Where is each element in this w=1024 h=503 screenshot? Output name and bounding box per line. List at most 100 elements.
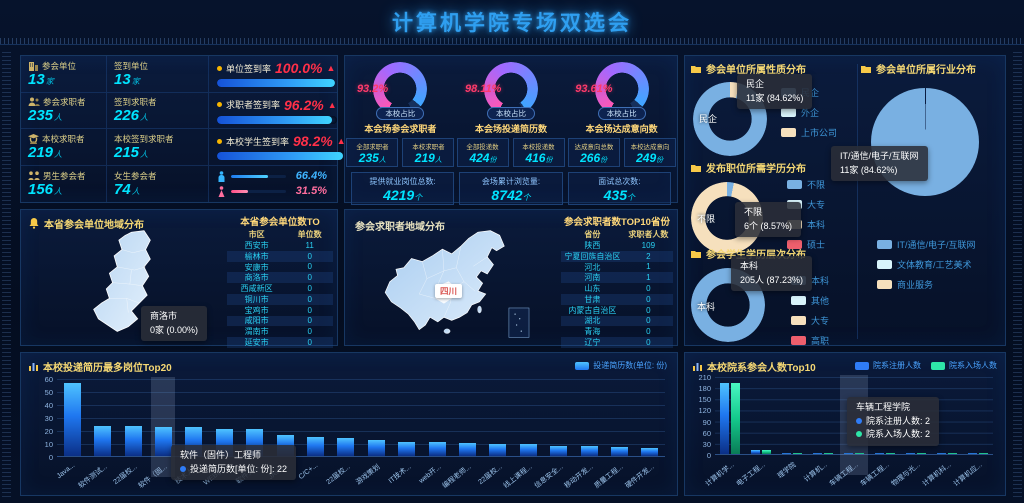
bar[interactable] <box>580 445 598 456</box>
bar-entered[interactable] <box>793 452 803 454</box>
slice-label: 民企 <box>699 114 718 124</box>
table-title: 参会求职者数TOP10省份 <box>564 217 670 228</box>
table-row: 辽宁 0 <box>561 337 673 348</box>
bar-registered[interactable] <box>905 453 915 454</box>
legend-swatch <box>787 180 802 189</box>
bar-registered[interactable] <box>844 453 853 454</box>
bar-entered[interactable] <box>978 453 988 454</box>
tooltip-text: 投递简历数[单位: 份]: 22 <box>190 463 288 474</box>
legend-label: 商业服务 <box>897 280 934 290</box>
bar[interactable] <box>154 427 172 456</box>
substat-label: 全部投递数 <box>466 143 500 151</box>
bar[interactable] <box>398 441 416 456</box>
bar[interactable] <box>94 426 112 456</box>
legend-item[interactable]: 商业服务 <box>877 278 976 291</box>
bar-registered[interactable] <box>936 453 946 454</box>
bar[interactable] <box>641 448 659 456</box>
stat-value: 219人 <box>28 143 63 161</box>
stat-label-row: 女生参会者 <box>114 170 208 182</box>
tooltip-value: 11家 (84.62%) <box>746 92 804 103</box>
stat-label-row: 签到求职者 <box>114 96 208 108</box>
col-header: 省份 <box>584 229 601 239</box>
panel-title-text: 本校投递简历最多岗位Top20 <box>43 363 172 374</box>
y-axis-tick: 60 <box>702 428 711 438</box>
shaanxi-map[interactable] <box>73 226 193 344</box>
cell-value: 11 <box>305 240 314 250</box>
legend-item[interactable]: 院系注册人数 <box>855 360 921 371</box>
bar-registered[interactable] <box>874 453 884 454</box>
stat-cell: 参会求职者 235人 <box>21 92 107 128</box>
table-header: 省份 求职者人数 <box>561 228 673 240</box>
legend-item[interactable]: 外企 <box>781 106 837 119</box>
male-icon <box>217 170 226 182</box>
gender-track <box>231 189 286 193</box>
divider <box>857 64 858 339</box>
legend-item[interactable]: 硕士 <box>787 238 825 251</box>
gauge-group: 93.2% 本校占比 本会场参会求职者 全部求职者 235人 本校求职者 219人 <box>346 62 456 167</box>
bar-entered[interactable] <box>855 453 864 454</box>
bar-registered[interactable] <box>720 383 730 454</box>
jobs-plot[interactable] <box>57 379 665 457</box>
panel-title: 参会求职者地域分布 <box>355 218 445 233</box>
bar[interactable] <box>367 440 385 456</box>
series-dot <box>856 417 862 424</box>
legend-item[interactable]: 不限 <box>787 178 825 191</box>
table-row: 湖北 0 <box>561 315 673 327</box>
series-dot <box>856 431 862 437</box>
stats-rows: 参会单位 13家 签到单位 13家 单位签到率 100.0% ▲ 参会求职者 235人 签到求职者… <box>21 56 346 202</box>
bar[interactable] <box>124 426 142 456</box>
stat-cell: 签到求职者 226人 <box>107 92 209 128</box>
bar[interactable] <box>519 444 537 456</box>
gender-pct: 31.5% <box>295 185 327 198</box>
tooltip-line: 院系入场人数: 2 <box>856 428 930 442</box>
bar-entered[interactable] <box>885 453 895 454</box>
bar-chart-icon <box>693 363 702 371</box>
total-value: 8742个 <box>491 186 531 203</box>
cell-name: 榆林市 <box>244 251 269 261</box>
stat-unit: 家 <box>45 76 54 86</box>
panel-title-text: 参会单位所属性质分布 <box>706 65 806 76</box>
stat-value: 13家 <box>28 70 54 88</box>
bar-entered[interactable] <box>947 453 957 454</box>
gender-pct: 66.4% <box>295 170 327 183</box>
bar-entered[interactable] <box>731 383 741 454</box>
legend-item[interactable]: 高职 <box>791 334 829 347</box>
legend-item[interactable]: 其他 <box>791 294 829 307</box>
bar[interactable] <box>306 436 324 456</box>
cell-name: 陕西 <box>584 240 601 250</box>
bar[interactable] <box>489 444 507 456</box>
bar[interactable] <box>63 383 81 456</box>
legend-item[interactable]: 投递简历数(单位: 份) <box>575 360 667 371</box>
bar-entered[interactable] <box>916 453 926 454</box>
bar-registered[interactable] <box>967 453 977 454</box>
bar[interactable] <box>610 446 628 456</box>
bar-entered[interactable] <box>824 452 834 454</box>
cell-value: 109 <box>641 240 656 250</box>
table-header: 市区 单位数 <box>227 228 333 240</box>
cell-value: 0 <box>307 305 312 315</box>
bar[interactable] <box>458 443 476 456</box>
bar-registered[interactable] <box>751 450 761 454</box>
legend-item[interactable]: 大专 <box>791 314 829 327</box>
legend-item[interactable]: 院系入场人数 <box>931 360 997 371</box>
legend-label: 投递简历数(单位: 份) <box>593 361 667 370</box>
tooltip-title: 车辆工程学院 <box>856 402 911 412</box>
bar[interactable] <box>337 437 355 456</box>
cell-name: 渭南市 <box>244 327 269 337</box>
bar[interactable] <box>550 445 568 456</box>
legend-item[interactable]: IT/通信/电子/互联网 <box>877 238 976 251</box>
folder-icon <box>861 65 871 73</box>
rate-value: 98.2% <box>293 133 333 150</box>
legend-item[interactable]: 文体教育/工艺美术 <box>877 258 976 271</box>
bar-entered[interactable] <box>762 450 772 454</box>
cell-value: 0 <box>307 262 312 272</box>
bar-registered[interactable] <box>782 452 792 454</box>
signin-rate: 求职者签到率 96.2% ▲ <box>209 93 347 129</box>
y-axis-tick: 30 <box>702 439 711 449</box>
table-row: 陕西 109 <box>561 240 673 251</box>
panel-title: 发布职位所需学历分布 <box>691 160 806 175</box>
bar-registered[interactable] <box>813 452 823 454</box>
legend-item[interactable]: 上市公司 <box>781 126 837 139</box>
bar[interactable] <box>428 441 446 456</box>
table-row: 青海 0 <box>561 326 673 337</box>
